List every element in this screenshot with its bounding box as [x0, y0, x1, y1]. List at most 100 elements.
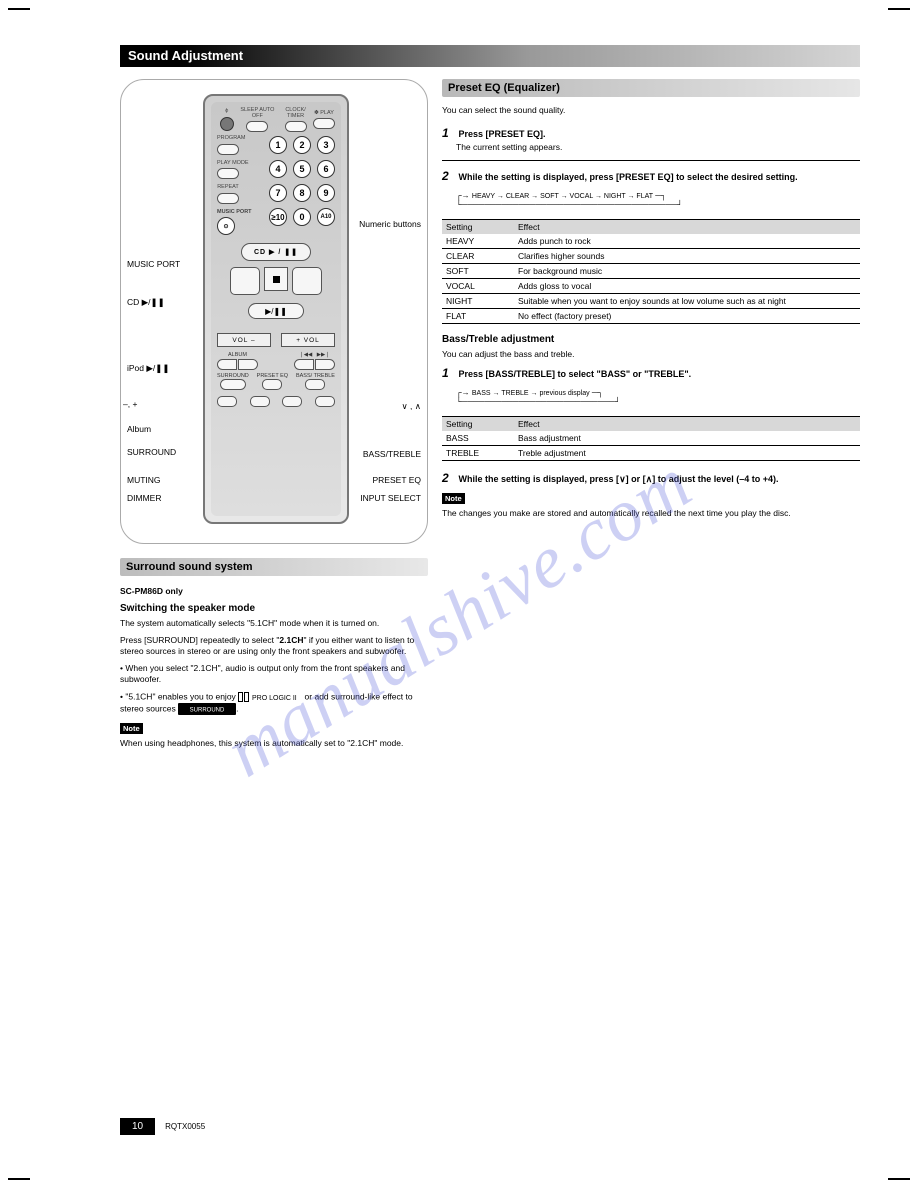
remote-label-power: ϕ — [225, 109, 228, 115]
effects-table: SettingEffect HEAVYAdds punch to rock CL… — [442, 219, 860, 324]
num-key: 7 — [269, 184, 287, 202]
text: Press [SURROUND] repeatedly to select " — [120, 635, 279, 645]
callout-cd-play: CD ▶/❚❚ — [127, 298, 165, 308]
step-text: Press [PRESET EQ]. — [459, 129, 546, 139]
table-cell: Adds gloss to vocal — [514, 279, 860, 294]
note-badge: Note — [120, 723, 143, 734]
table-cell: VOCAL — [442, 279, 514, 294]
num-key: 3 — [317, 136, 335, 154]
bullet: • "5.1CH" enables you to enjoy PRO LOGIC… — [120, 691, 428, 715]
left-column: ϕ SLEEP AUTO OFF CLOCK/ TIMER — [120, 79, 428, 755]
stop-button — [264, 267, 288, 291]
remote-pill-button — [246, 121, 268, 132]
subheading: Bass/Treble adjustment — [442, 334, 860, 345]
table-header: Effect — [514, 220, 860, 235]
right-column: Preset EQ (Equalizer) You can select the… — [442, 79, 860, 755]
cd-play-pause-button: CD ▶ / ❚❚ — [241, 243, 311, 261]
crop-mark — [8, 1178, 30, 1180]
remote-label: REPEAT — [217, 185, 239, 191]
page-footer: 10 RQTX0055 — [120, 1118, 205, 1135]
text: • "5.1CH" enables you to enjoy — [120, 692, 238, 702]
num-key: 5 — [293, 160, 311, 178]
dimmer-button — [282, 396, 302, 407]
num-key: 6 — [317, 160, 335, 178]
body-text: You can adjust the bass and treble. — [442, 349, 860, 360]
crop-mark — [8, 8, 30, 10]
step: 1 Press [BASS/TREBLE] to select "BASS" o… — [442, 366, 860, 380]
callout-muting: MUTING — [127, 476, 161, 486]
num-key: 1 — [269, 136, 287, 154]
crop-mark — [888, 8, 910, 10]
body-text: Press [SURROUND] repeatedly to select "2… — [120, 635, 428, 657]
step: 2 While the setting is displayed, press … — [442, 471, 860, 485]
table-cell: HEAVY — [442, 234, 514, 249]
remote-pill-button — [313, 118, 335, 129]
callout-numeric: Numeric buttons — [359, 220, 421, 230]
remote-pill-button — [217, 193, 239, 204]
surround-chip-icon: SURROUND — [178, 703, 236, 715]
body-text: The system automatically selects "5.1CH"… — [120, 618, 428, 629]
hbass-button — [217, 396, 237, 407]
table-header: Setting — [442, 417, 514, 432]
body-text: You can select the sound quality. — [442, 105, 860, 116]
table-cell: BASS — [442, 431, 514, 446]
crop-mark — [888, 1178, 910, 1180]
remote-label: PROGRAM — [217, 136, 245, 142]
svg-text:PRO LOGIC II: PRO LOGIC II — [252, 695, 297, 702]
transport-button — [292, 267, 322, 295]
callout-minus-plus: –, + — [123, 400, 137, 410]
text: . — [236, 704, 238, 714]
bass-treble-button — [305, 379, 325, 390]
remote-label: PLAY MODE — [217, 161, 249, 167]
callout-album: Album — [127, 425, 151, 435]
text-bold: 2.1CH — [279, 635, 303, 645]
note-badge: Note — [442, 493, 465, 504]
step-number: 1 — [442, 366, 456, 380]
skip-prev-button — [294, 359, 314, 370]
flow-sequence: ┌→ BASS → TREBLE → previous display ─┐ └… — [456, 388, 860, 406]
table-cell: Clarifies higher sounds — [514, 249, 860, 264]
power-button-icon — [220, 117, 234, 131]
input-select-button — [315, 396, 335, 407]
table-cell: CLEAR — [442, 249, 514, 264]
num-key: ≥10 — [269, 208, 287, 226]
section-title-preset-eq: Preset EQ (Equalizer) — [442, 79, 860, 97]
num-key: 2 — [293, 136, 311, 154]
remote-round-button: ⊙ — [217, 217, 235, 235]
bass-table: SettingEffect BASSBass adjustment TREBLE… — [442, 416, 860, 461]
callout-dimmer: DIMMER — [127, 494, 161, 504]
section-title-surround: Surround sound system — [120, 558, 428, 576]
table-cell: Treble adjustment — [514, 446, 860, 461]
step: 2 While the setting is displayed, press … — [442, 169, 860, 183]
remote-label: ✽ PLAY — [314, 111, 334, 117]
step-number: 1 — [442, 126, 456, 140]
step-number: 2 — [442, 471, 456, 485]
callout-preset-eq: PRESET EQ — [373, 476, 422, 486]
skip-next-button — [315, 359, 335, 370]
remote-pill-button — [285, 121, 307, 132]
model-note: SC-PM86D only — [120, 586, 428, 597]
subheading: Switching the speaker mode — [120, 603, 428, 614]
num-key: 4 — [269, 160, 287, 178]
transport-button — [230, 267, 260, 295]
album-prev-button — [217, 359, 237, 370]
remote-label: SLEEP AUTO OFF — [237, 108, 279, 119]
table-cell: TREBLE — [442, 446, 514, 461]
svg-text:SURROUND: SURROUND — [190, 708, 225, 714]
table-cell: FLAT — [442, 309, 514, 324]
step: 1 Press [PRESET EQ]. The current setting… — [442, 126, 860, 152]
ipod-play-pause-button: ▶/❚❚ — [248, 303, 304, 319]
remote-label: MUSIC PORT — [217, 210, 252, 216]
callout-input-select: INPUT SELECT — [360, 494, 421, 504]
remote-diagram: ϕ SLEEP AUTO OFF CLOCK/ TIMER — [120, 79, 428, 544]
rule — [442, 160, 860, 161]
page-content: Sound Adjustment ϕ SLEEP AUTO OFF — [120, 45, 860, 1145]
callout-v-caret: ∨ , ∧ — [401, 402, 421, 412]
callout-surround: SURROUND — [127, 448, 176, 458]
remote-label: CLOCK/ TIMER — [278, 108, 313, 119]
page-number: 10 — [120, 1118, 155, 1135]
step-text: Press [BASS/TREBLE] to select "BASS" or … — [459, 369, 692, 379]
flow-sequence: ┌→ HEAVY → CLEAR → SOFT → VOCAL → NIGHT … — [456, 191, 860, 209]
table-header: Setting — [442, 220, 514, 235]
table-cell: Suitable when you want to enjoy sounds a… — [514, 294, 860, 309]
